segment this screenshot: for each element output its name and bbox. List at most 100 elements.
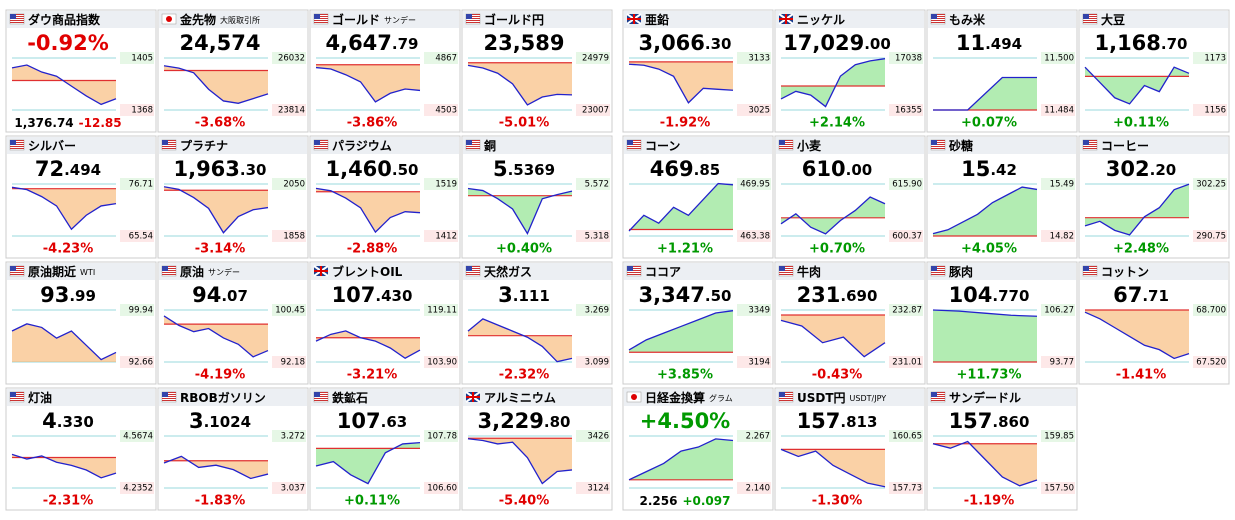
name: 鉄鉱石 bbox=[332, 390, 368, 405]
price: 4.330 bbox=[42, 409, 94, 433]
flag-stripe bbox=[466, 148, 480, 149]
tile: 砂糖 14.82 15.49 15.42 +4.05% bbox=[926, 135, 1078, 259]
y-tick-label: 615.90 bbox=[892, 180, 922, 190]
sub: サンデー bbox=[384, 15, 416, 25]
name: ニッケル bbox=[797, 13, 845, 27]
tile: 灯油 4.2352 4.5674 4.330 -2.31% bbox=[5, 387, 157, 511]
spark-line bbox=[11, 453, 117, 479]
y-tick-label: 1173 bbox=[1204, 54, 1226, 64]
name: 銅 bbox=[483, 138, 496, 153]
tile-name: パラジウム bbox=[332, 139, 392, 153]
price-decimals: .20 bbox=[1150, 161, 1177, 179]
tick-bg bbox=[424, 104, 458, 116]
spark-line bbox=[628, 438, 734, 481]
flag-stripe bbox=[931, 394, 945, 395]
flag-stripe bbox=[314, 18, 328, 19]
flag-canton bbox=[1083, 140, 1089, 145]
spark-area bbox=[629, 61, 733, 103]
flag-stripe bbox=[931, 146, 945, 147]
price: 302.20 bbox=[1106, 157, 1176, 181]
y-tick-label: 3426 bbox=[587, 432, 609, 442]
flag-stripe bbox=[314, 394, 328, 395]
spark-line bbox=[163, 186, 269, 234]
headline-change: +4.50% bbox=[640, 409, 730, 433]
tick-bg bbox=[424, 178, 458, 190]
tile-name: プラチナ bbox=[180, 138, 228, 153]
flag-canton bbox=[10, 140, 16, 145]
change: -3.68% bbox=[195, 116, 246, 131]
tile-name: ダウ商品指数 bbox=[28, 12, 101, 27]
flag-stripe bbox=[314, 146, 328, 147]
price-decimals: .111 bbox=[513, 287, 550, 305]
flag-canton bbox=[10, 266, 16, 271]
flag-canton bbox=[162, 392, 168, 397]
flag-canton bbox=[314, 14, 320, 19]
flag-canton bbox=[931, 266, 937, 271]
tile: 亜鉛 3025 3133 3,066.30 -1.92% bbox=[622, 9, 774, 133]
tick-bg bbox=[120, 230, 154, 242]
name: 原油 bbox=[180, 264, 204, 279]
y-tick-label: 103.90 bbox=[427, 358, 457, 368]
flag-stripe bbox=[931, 272, 945, 273]
flag-stripe bbox=[162, 400, 176, 401]
tick-bg bbox=[272, 304, 306, 316]
flag-stripe bbox=[314, 16, 328, 17]
tile-name: コットン bbox=[1101, 265, 1149, 279]
name: ココア bbox=[645, 265, 681, 279]
tick-bg bbox=[272, 230, 306, 242]
change: -5.40% bbox=[499, 494, 550, 509]
flag-canton bbox=[466, 266, 472, 271]
tile-header bbox=[624, 137, 772, 154]
flag-stripe bbox=[162, 274, 176, 275]
flag-sun bbox=[166, 16, 172, 22]
sub: サンデー bbox=[208, 267, 240, 277]
spark-line bbox=[163, 315, 269, 358]
tick-bg bbox=[576, 430, 610, 442]
tile: 牛肉 231.01 232.87 231.690 -0.43% bbox=[774, 261, 926, 385]
flag-stripe bbox=[779, 396, 793, 397]
price-main: 3,347 bbox=[638, 283, 704, 307]
flag-stripe bbox=[10, 16, 24, 17]
y-tick-label: 15.49 bbox=[1050, 180, 1074, 190]
flag-stripe bbox=[466, 274, 480, 275]
y-tick-label: 107.78 bbox=[427, 432, 457, 442]
name: コーヒー bbox=[1101, 139, 1149, 153]
flag-stripe bbox=[931, 266, 945, 267]
flag-stripe bbox=[466, 18, 480, 19]
change: -3.21% bbox=[347, 368, 398, 383]
name: ダウ商品指数 bbox=[28, 12, 101, 27]
tile-name: 日経金換算 グラム bbox=[645, 390, 733, 405]
flag-stripe bbox=[779, 266, 793, 267]
spark-area bbox=[629, 310, 733, 353]
spark-area bbox=[468, 318, 572, 362]
y-tick-label: 3349 bbox=[748, 306, 770, 316]
price-decimals: .00 bbox=[864, 35, 891, 53]
spark-area bbox=[316, 188, 420, 233]
spark-line bbox=[933, 76, 1037, 111]
change: -2.88% bbox=[347, 242, 398, 257]
y-tick-label: 93.77 bbox=[1050, 358, 1074, 368]
y-tick-label: 1412 bbox=[435, 232, 457, 242]
tick-bg bbox=[272, 430, 306, 442]
flag-stripe bbox=[779, 140, 793, 141]
flag-stripe bbox=[466, 140, 480, 141]
price-main: 93 bbox=[40, 283, 69, 307]
flag-canton bbox=[10, 14, 16, 19]
y-tick-label: 5.318 bbox=[585, 232, 609, 242]
tile-header bbox=[928, 11, 1076, 28]
tile-header bbox=[311, 263, 459, 280]
tick-bg bbox=[576, 52, 610, 64]
flag-stripe bbox=[10, 140, 24, 141]
tile-header bbox=[463, 137, 611, 154]
spark-line bbox=[932, 440, 1038, 487]
tick-bg bbox=[120, 178, 154, 190]
tile-name: 亜鉛 bbox=[645, 12, 669, 27]
price: 94.07 bbox=[192, 283, 248, 307]
price-main: 3,229 bbox=[477, 409, 543, 433]
flag-stripe bbox=[931, 268, 945, 269]
price-main: 157 bbox=[797, 409, 841, 433]
flag-stripe bbox=[1083, 268, 1097, 269]
spark-area bbox=[164, 65, 268, 104]
tile-name: 牛肉 bbox=[797, 264, 821, 279]
